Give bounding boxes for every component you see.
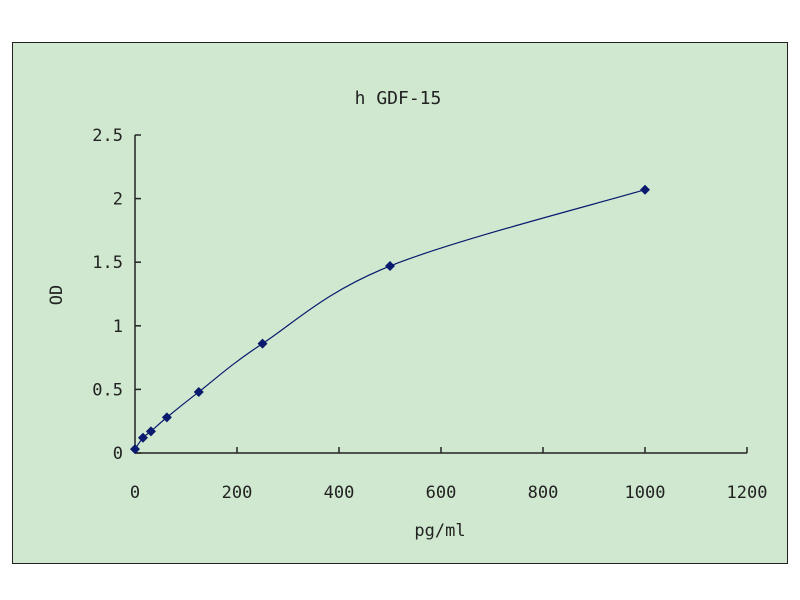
data-point	[130, 444, 140, 455]
x-tick-label: 0	[130, 483, 140, 503]
y-tick-label: 2.5	[92, 126, 123, 146]
data-point	[137, 432, 148, 443]
axes: 0 0.5 1 1.5 2 2.5 0 200 400 600 800 1000 1200	[92, 126, 767, 503]
y-tick-label: 2	[113, 190, 123, 210]
y-tick-label: 0.5	[92, 380, 123, 400]
data-point	[161, 412, 172, 423]
x-tick-label: 600	[426, 483, 457, 503]
y-tick-label: 1	[113, 317, 123, 337]
x-axis-label: pg/ml	[414, 521, 465, 541]
data-point	[385, 261, 395, 272]
y-axis-label: OD	[47, 285, 67, 305]
plot-series	[130, 184, 650, 455]
x-tick-label: 1000	[625, 483, 666, 503]
data-point	[640, 184, 650, 195]
data-point	[257, 338, 268, 349]
y-tick-label: 1.5	[92, 253, 123, 273]
chart-area	[12, 42, 788, 564]
series-line	[134, 189, 646, 450]
y-tick-label: 0	[113, 444, 123, 464]
x-tick-label: 1200	[727, 483, 768, 503]
x-tick-label: 800	[528, 483, 559, 503]
data-point	[145, 426, 156, 437]
x-tick-label: 200	[222, 483, 253, 503]
x-tick-label: 400	[324, 483, 355, 503]
data-point	[193, 386, 204, 397]
chart-title: h GDF-15	[355, 88, 442, 109]
